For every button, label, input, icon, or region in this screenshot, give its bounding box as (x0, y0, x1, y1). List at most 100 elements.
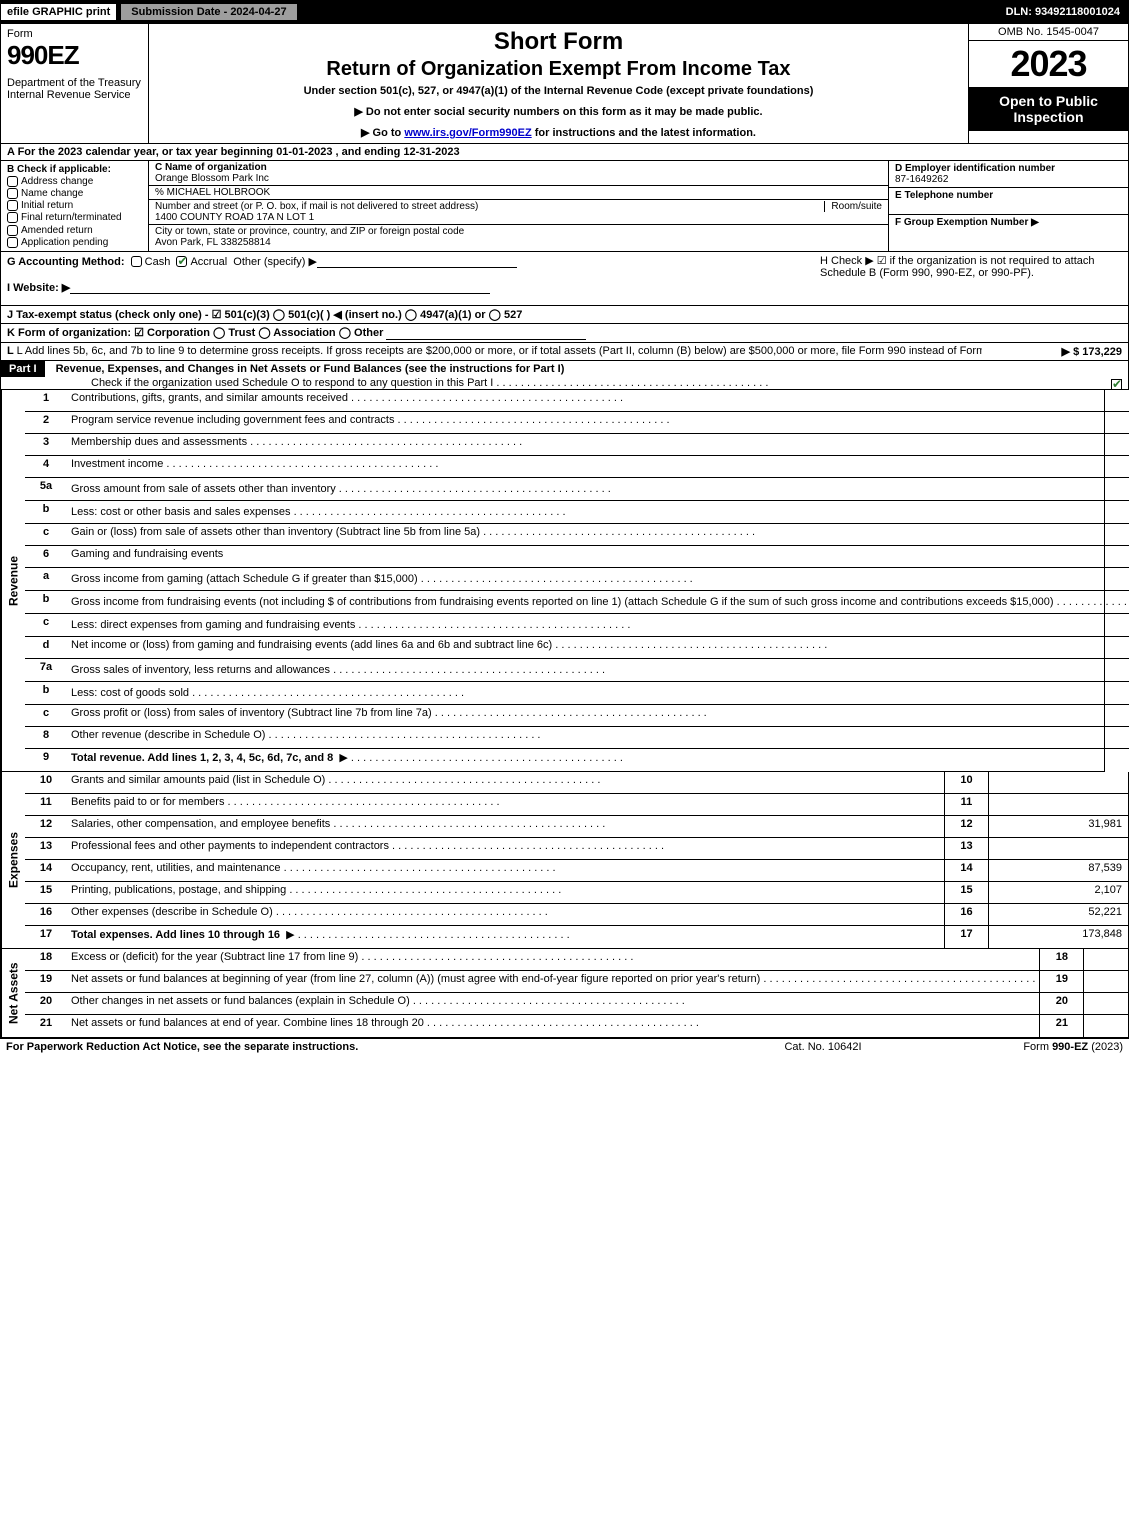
h-check: H Check ▶ ☑ if the organization is not r… (812, 254, 1122, 303)
website-label: I Website: ▶ (7, 282, 70, 294)
line-19: 19Net assets or fund balances at beginni… (25, 971, 1129, 993)
chk-application-pending[interactable] (7, 237, 18, 248)
entity-block: B Check if applicable: Address change Na… (0, 161, 1129, 252)
g-label: G Accounting Method: (7, 256, 125, 268)
chk-accrual[interactable] (176, 256, 187, 267)
line-val (988, 772, 1128, 793)
k-row: K Form of organization: ☑ Corporation ◯ … (0, 324, 1129, 343)
part1-title: Revenue, Expenses, and Changes in Net As… (48, 363, 565, 375)
check-if-applicable: B Check if applicable: Address change Na… (1, 161, 149, 251)
line-num: 21 (25, 1015, 67, 1037)
dept-label: Department of the Treasury Internal Reve… (7, 77, 142, 101)
line-box: 17 (944, 926, 988, 948)
line-desc: Less: direct expenses from gaming and fu… (67, 614, 1129, 636)
org-name: Orange Blossom Park Inc (155, 173, 269, 184)
chk-final-return[interactable] (7, 212, 18, 223)
line-num: 10 (25, 772, 67, 793)
paperwork-notice: For Paperwork Reduction Act Notice, see … (6, 1041, 723, 1053)
expenses-section: Expenses 10Grants and similar amounts pa… (0, 772, 1129, 949)
line-desc: Benefits paid to or for members (67, 794, 944, 815)
city-label: City or town, state or province, country… (155, 226, 464, 237)
line-desc: Net assets or fund balances at beginning… (67, 971, 1039, 992)
ein-value: 87-1649262 (895, 174, 948, 185)
line-num: b (25, 501, 67, 523)
line-b: bGross income from fundraising events (n… (25, 591, 1129, 614)
efile-print[interactable]: efile GRAPHIC print (1, 4, 118, 20)
line-20: 20Other changes in net assets or fund ba… (25, 993, 1129, 1015)
line-box: 16 (944, 904, 988, 925)
l-text: L Add lines 5b, 6c, and 7b to line 9 to … (17, 345, 982, 357)
org-info: C Name of organization Orange Blossom Pa… (149, 161, 888, 251)
lbl-cash: Cash (145, 256, 171, 268)
line-val: 87,539 (988, 860, 1128, 881)
line-box: 19 (1039, 971, 1083, 992)
line-val: 151,190 (1083, 1015, 1129, 1037)
chk-schedule-o[interactable] (1111, 379, 1122, 390)
website-input[interactable] (70, 280, 490, 294)
line-val (988, 838, 1128, 859)
line-desc: Other expenses (describe in Schedule O) (67, 904, 944, 925)
line-13: 13Professional fees and other payments t… (25, 838, 1128, 860)
submission-date: Submission Date - 2024-04-27 (120, 3, 297, 21)
irs-link[interactable]: www.irs.gov/Form990EZ (404, 127, 531, 139)
lbl-application-pending: Application pending (21, 237, 108, 248)
line-desc: Program service revenue including govern… (67, 412, 1129, 433)
other-method-input[interactable] (317, 254, 517, 268)
k-text: K Form of organization: ☑ Corporation ◯ … (7, 326, 383, 340)
k-other-input[interactable] (386, 326, 586, 340)
top-bar: efile GRAPHIC print Submission Date - 20… (0, 0, 1129, 24)
goto-prefix: ▶ Go to (361, 127, 404, 139)
lbl-final-return: Final return/terminated (21, 213, 122, 224)
chk-address-change[interactable] (7, 176, 18, 187)
line-18: 18Excess or (deficit) for the year (Subt… (25, 949, 1129, 971)
tax-year-line: A For the 2023 calendar year, or tax yea… (0, 144, 1129, 161)
part1-check-line: Check if the organization used Schedule … (1, 377, 768, 389)
chk-amended-return[interactable] (7, 225, 18, 236)
form-number: 990EZ (7, 40, 142, 71)
short-form-title: Short Form (157, 28, 960, 56)
form-ref: Form 990-EZ (2023) (923, 1041, 1123, 1053)
ein-label: D Employer identification number (895, 163, 1055, 174)
line-9: 9Total revenue. Add lines 1, 2, 3, 4, 5c… (25, 749, 1129, 771)
line-desc: Total expenses. Add lines 10 through 16 … (67, 926, 944, 948)
line-desc: Contributions, gifts, grants, and simila… (67, 390, 1129, 411)
line-num: 1 (25, 390, 67, 411)
j-text: J Tax-exempt status (check only one) - ☑… (7, 308, 522, 321)
line-num: 2 (25, 412, 67, 433)
line-num: 4 (25, 456, 67, 477)
line-num: 18 (25, 949, 67, 970)
line-num: 15 (25, 882, 67, 903)
chk-name-change[interactable] (7, 188, 18, 199)
cat-no: Cat. No. 10642I (723, 1041, 923, 1053)
room-label: Room/suite (824, 201, 882, 212)
j-row: J Tax-exempt status (check only one) - ☑… (0, 306, 1129, 324)
line-desc: Gross sales of inventory, less returns a… (67, 659, 1129, 681)
line-num: 19 (25, 971, 67, 992)
line-val (988, 794, 1128, 815)
line-box: 21 (1039, 1015, 1083, 1037)
line-b: bLess: cost of goods sold7b (25, 682, 1129, 705)
line-21: 21Net assets or fund balances at end of … (25, 1015, 1129, 1037)
line-6: 6Gaming and fundraising events (25, 546, 1129, 568)
line-desc: Net income or (loss) from gaming and fun… (67, 637, 1129, 658)
part1-label: Part I (1, 361, 45, 377)
b-header: B Check if applicable: (7, 164, 142, 175)
care-of: % MICHAEL HOLBROOK (149, 186, 888, 200)
line-desc: Investment income (67, 456, 1129, 477)
line-a: aGross income from gaming (attach Schedu… (25, 568, 1129, 591)
line-val: 173,848 (988, 926, 1128, 948)
line-num: b (25, 682, 67, 704)
l-row: L L Add lines 5b, 6c, and 7b to line 9 t… (0, 343, 1129, 361)
line-val: 31,981 (988, 816, 1128, 837)
chk-cash[interactable] (131, 256, 142, 267)
open-inspection: Open to Public Inspection (969, 87, 1128, 131)
netassets-vlabel: Net Assets (1, 949, 25, 1037)
line-num: 5a (25, 478, 67, 500)
chk-initial-return[interactable] (7, 200, 18, 211)
id-numbers: D Employer identification number 87-1649… (888, 161, 1128, 251)
addr-label: Number and street (or P. O. box, if mail… (155, 201, 478, 212)
line-desc: Excess or (deficit) for the year (Subtra… (67, 949, 1039, 970)
dln: DLN: 93492118001024 (998, 4, 1128, 20)
line-num: 11 (25, 794, 67, 815)
line-2: 2Program service revenue including gover… (25, 412, 1129, 434)
